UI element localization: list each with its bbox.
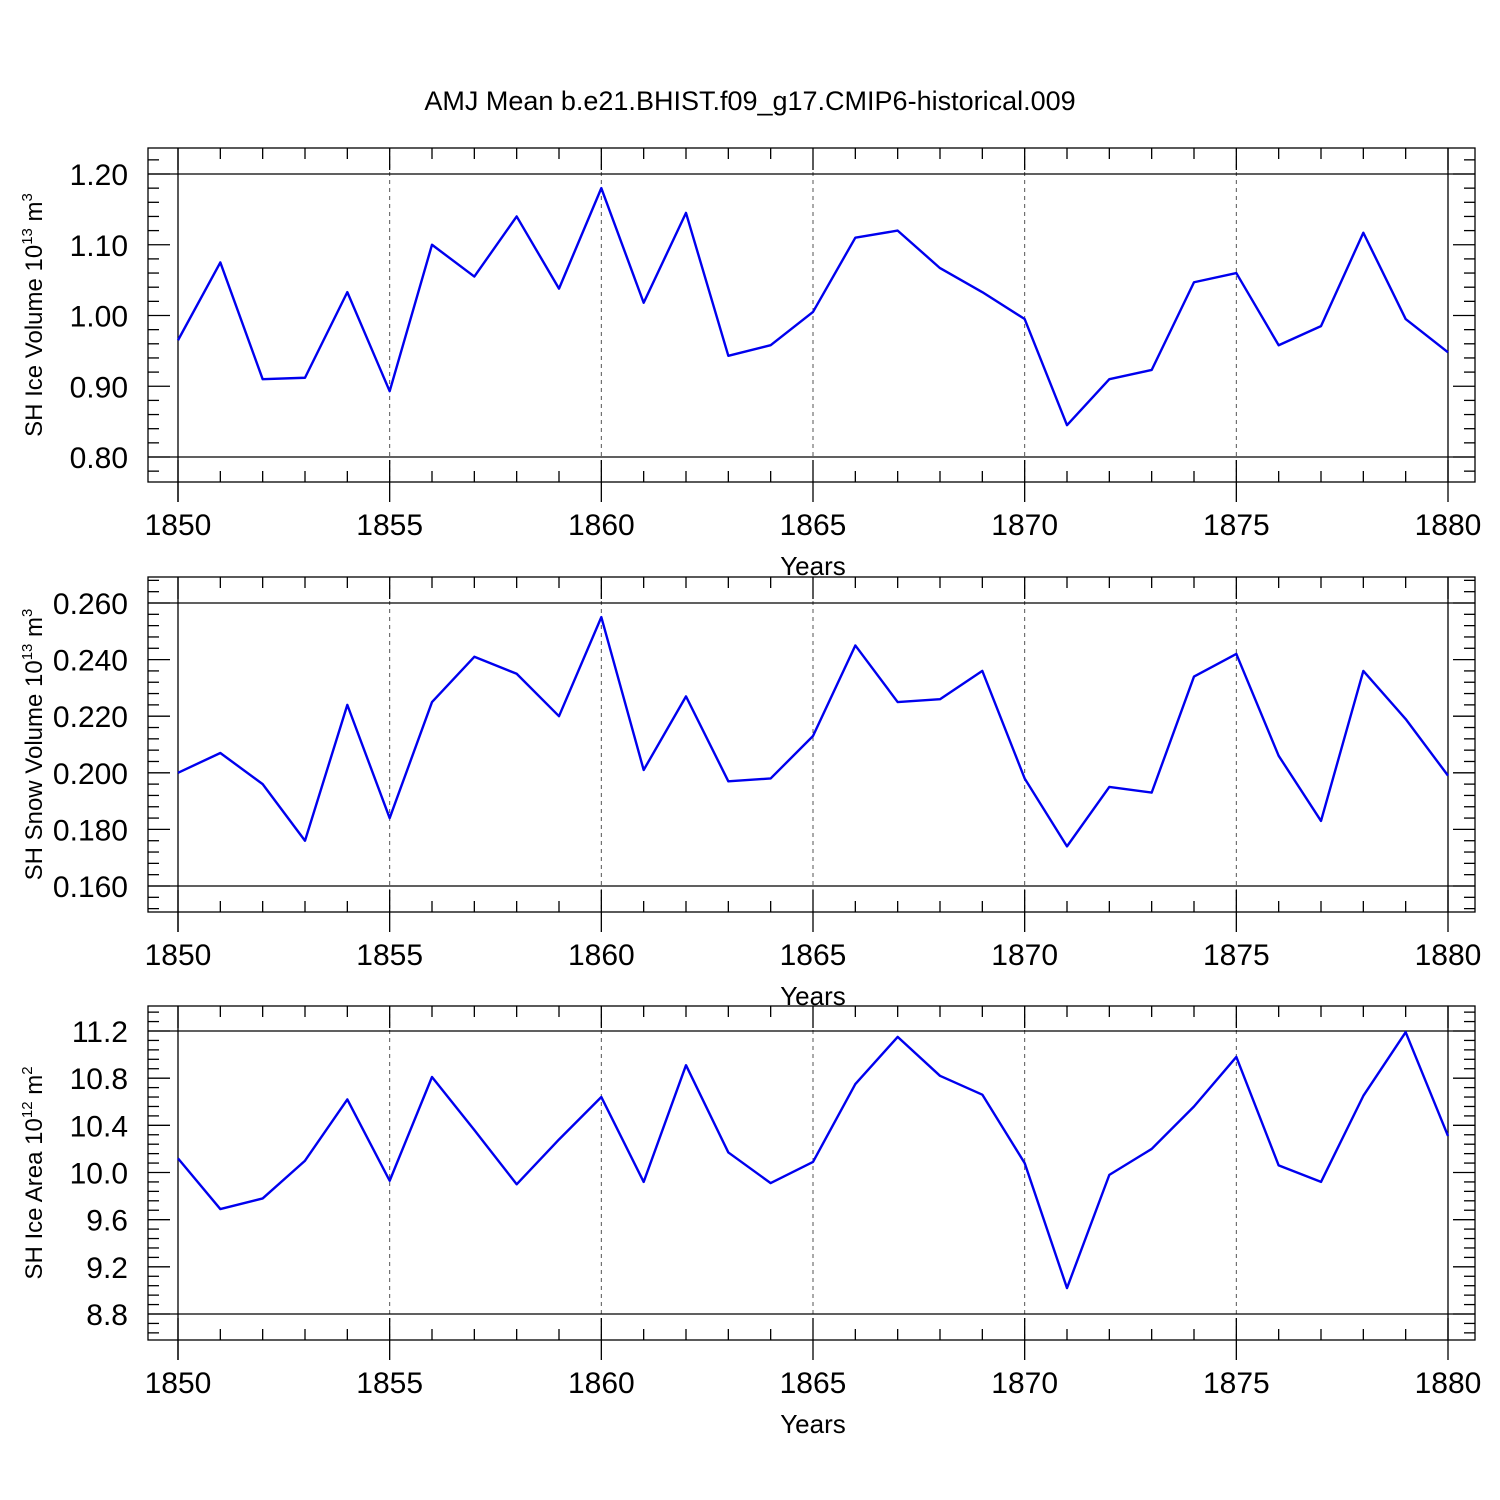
y-axis-label: SH Ice Area 1012 m2 [19,1066,48,1279]
y-tick-label: 1.00 [70,301,128,334]
y-tick-label: 8.8 [86,1299,128,1332]
y-tick-label: 0.160 [53,871,128,904]
x-axis-label: Years [780,551,846,581]
series-line-1 [176,186,1449,427]
chart-panels: 0.80 0.90 1.00 1.10 1.20 1850 1855 1860 1865 1870… [19,147,1482,1439]
x-tick-label: 1855 [356,509,423,542]
x-tick-label: 1850 [145,509,212,542]
y-tick-label: 10.0 [70,1158,128,1191]
chart-panel-1: 0.80 0.90 1.00 1.10 1.20 1850 1855 1860 1865 1870… [19,147,1482,581]
y-tick-label: 0.90 [70,371,128,404]
y-tick-label: 9.2 [86,1252,128,1285]
y-tick-label: 0.220 [53,701,128,734]
y-tick-label: 11.2 [72,1016,128,1049]
x-tick-label: 1860 [568,509,635,542]
x-tick-label: 1875 [1203,1367,1270,1400]
y-tick-label: 1.20 [70,159,128,192]
x-tick-label: 1870 [991,509,1058,542]
y-tick-label: 0.80 [70,442,128,475]
x-tick-label: 1880 [1415,1367,1482,1400]
chart-panel-3: 8.8 9.2 9.6 10.0 10.4 10.8 11.2 1850 1855 1860 186… [19,1005,1482,1439]
x-tick-label: 1860 [568,1367,635,1400]
x-tick-label: 1870 [991,939,1058,972]
y-tick-label: 10.4 [70,1110,128,1143]
x-axis-label: Years [780,1409,846,1439]
x-tick-label: 1880 [1415,509,1482,542]
y-tick-label: 0.200 [53,758,128,791]
y-tick-label: 1.10 [70,230,128,263]
x-tick-label: 1870 [991,1367,1058,1400]
y-tick-label: 10.8 [70,1063,128,1096]
x-tick-label: 1855 [356,939,423,972]
y-axis-label: SH Ice Volume 1013 m3 [19,193,48,437]
chart-title: AMJ Mean b.e21.BHIST.f09_g17.CMIP6-histo… [424,86,1075,116]
series-line-1 [177,615,1449,848]
y-axis-label: SH Snow Volume 1013 m3 [19,609,48,881]
x-tick-label: 1875 [1203,509,1270,542]
x-tick-label: 1855 [356,1367,423,1400]
chart-panel-2: 0.160 0.180 0.200 0.220 0.240 0.260 1850 1855 18… [19,576,1482,1011]
x-tick-label: 1850 [145,1367,212,1400]
y-tick-label: 0.260 [53,588,128,621]
series-line-1 [177,1030,1450,1290]
x-tick-label: 1865 [780,1367,847,1400]
x-tick-label: 1865 [780,939,847,972]
x-tick-label: 1850 [145,939,212,972]
y-tick-label: 0.240 [53,645,128,678]
y-tick-label: 0.180 [53,814,128,847]
x-tick-label: 1860 [568,939,635,972]
plot-frame [147,576,1476,913]
x-tick-label: 1875 [1203,939,1270,972]
y-tick-label: 9.6 [86,1205,128,1238]
x-tick-label: 1865 [780,509,847,542]
x-tick-label: 1880 [1415,939,1482,972]
